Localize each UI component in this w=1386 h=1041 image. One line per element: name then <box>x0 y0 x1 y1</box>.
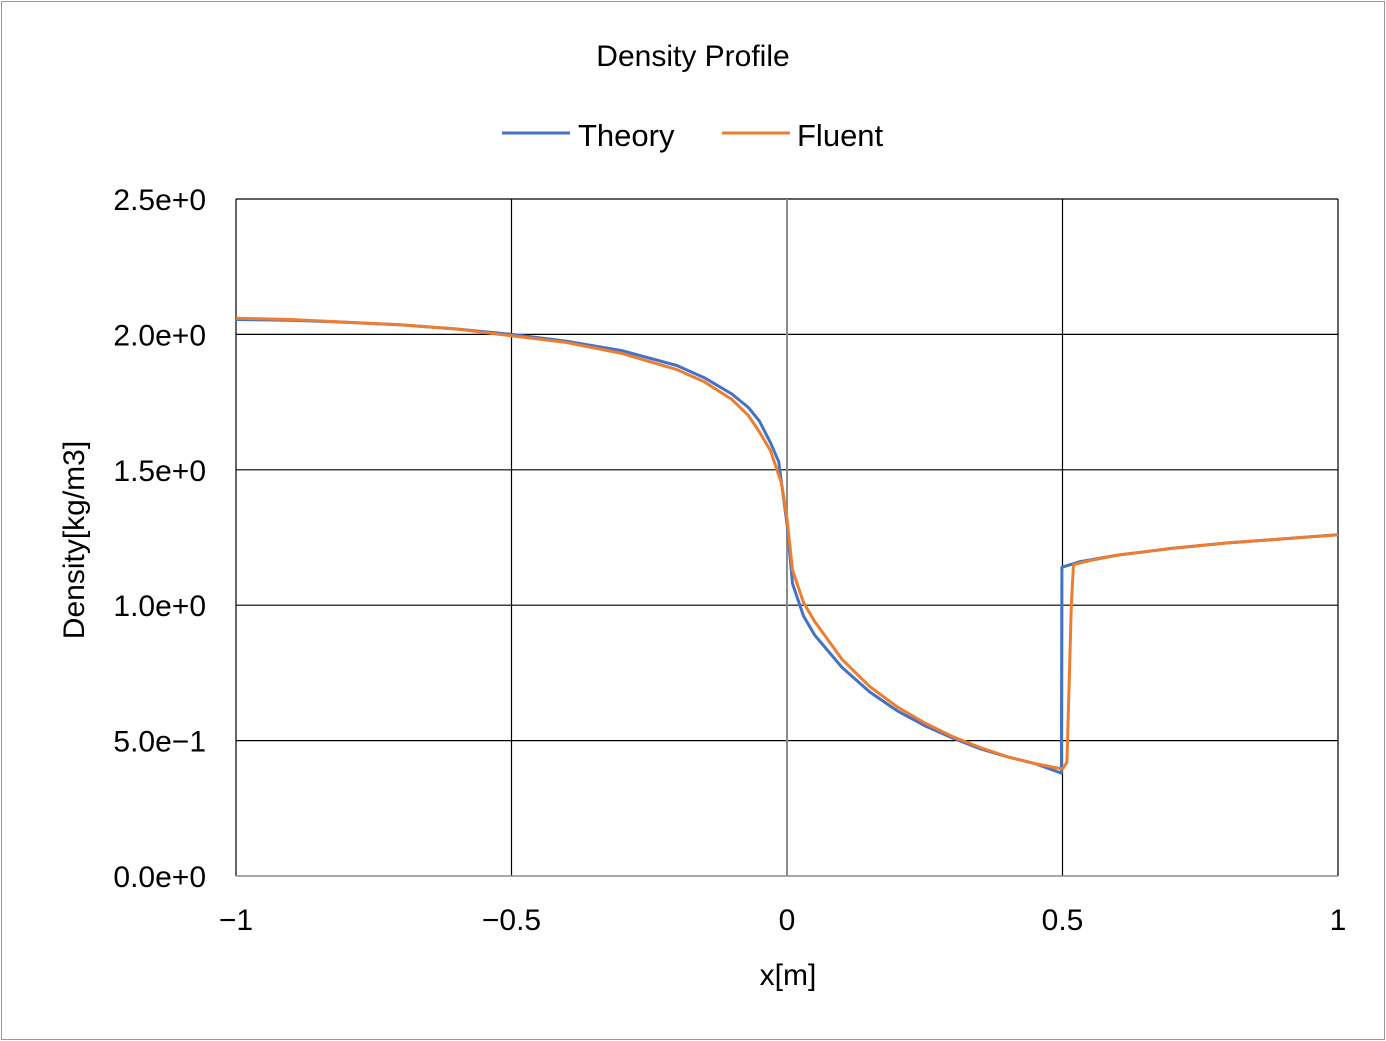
x-tick-label: −0.5 <box>482 904 541 937</box>
legend-label-fluent: Fluent <box>797 118 884 153</box>
series-line-fluent <box>235 316 1339 771</box>
y-axis-label: Density[kg/m3] <box>58 441 91 639</box>
x-axis-label: x[m] <box>760 959 817 992</box>
x-tick-label: −1 <box>219 904 253 937</box>
y-tick-label: 2.0e+0 <box>113 319 206 352</box>
y-tick-label: 0.0e+0 <box>113 861 206 894</box>
x-tick-label: 0.5 <box>1042 904 1084 937</box>
legend: Theory Fluent <box>502 118 884 153</box>
series-layer <box>235 316 1339 775</box>
y-tick-label: 5.0e−1 <box>113 726 206 759</box>
legend-label-theory: Theory <box>578 118 675 153</box>
y-tick-label: 1.5e+0 <box>113 455 206 488</box>
tick-labels: −1 −0.5 0 0.5 1 0.0e+0 5.0e−1 1.0e+0 1.5e+0 2.0e+… <box>113 184 1346 937</box>
x-tick-label: 0 <box>779 904 796 937</box>
chart-title: Density Profile <box>596 40 789 73</box>
y-tick-label: 2.5e+0 <box>113 184 206 217</box>
x-tick-label: 1 <box>1330 904 1347 937</box>
y-tick-label: 1.0e+0 <box>113 590 206 623</box>
